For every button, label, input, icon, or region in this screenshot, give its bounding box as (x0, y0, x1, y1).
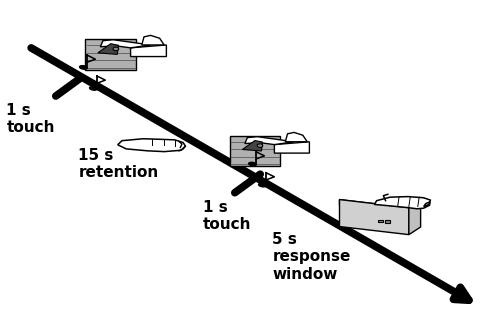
Bar (378, 219, 383, 222)
Polygon shape (130, 45, 166, 57)
Text: 1 s
touch: 1 s touch (203, 200, 252, 232)
Polygon shape (142, 35, 164, 45)
Polygon shape (274, 142, 310, 153)
Circle shape (257, 144, 262, 148)
Bar (85, 39, 136, 70)
Polygon shape (242, 140, 262, 151)
Polygon shape (98, 44, 118, 54)
Ellipse shape (90, 86, 97, 90)
Ellipse shape (248, 162, 256, 166)
Text: 1 s
touch: 1 s touch (6, 103, 55, 135)
Ellipse shape (80, 66, 88, 69)
Polygon shape (374, 197, 430, 209)
Ellipse shape (258, 183, 266, 187)
Polygon shape (340, 200, 409, 213)
Bar (230, 136, 280, 166)
Polygon shape (286, 132, 307, 142)
Text: 15 s
retention: 15 s retention (78, 148, 158, 180)
Polygon shape (118, 139, 186, 152)
Polygon shape (100, 40, 150, 48)
Bar (384, 220, 390, 223)
Polygon shape (245, 137, 294, 145)
Text: 5 s
response
window: 5 s response window (272, 232, 351, 281)
Polygon shape (340, 200, 409, 235)
Polygon shape (409, 200, 420, 235)
Circle shape (113, 47, 118, 51)
